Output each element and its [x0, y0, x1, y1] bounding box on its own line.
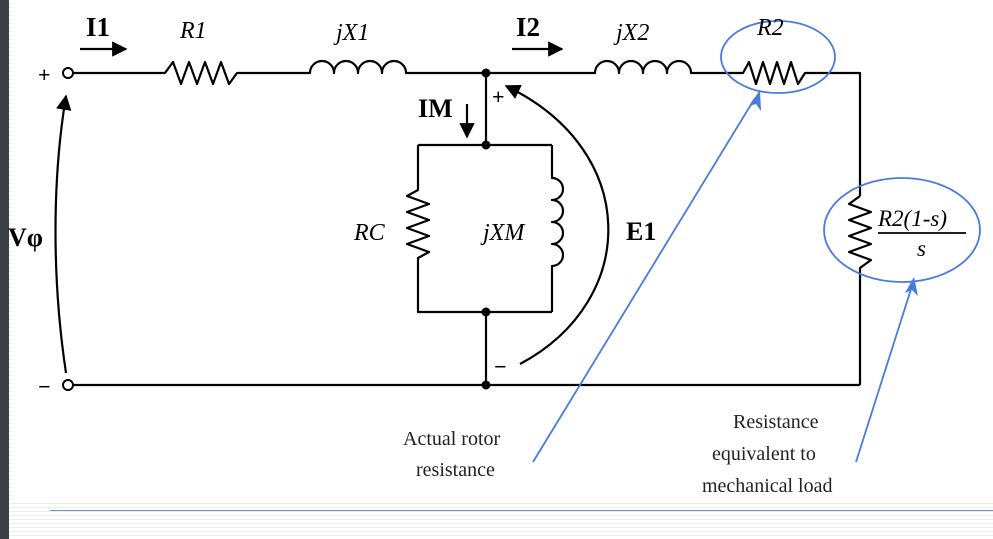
load-annotation-line-1: Resistance	[733, 411, 819, 433]
jxm-label: jXM	[480, 220, 526, 246]
plus-terminal-icon	[62, 67, 74, 79]
e1-arrow-icon	[504, 85, 610, 365]
e1-plus-label: +	[492, 84, 505, 109]
rotor-pointer-arrowhead	[749, 90, 761, 111]
rotor-pointer-line	[532, 97, 756, 463]
load-annotation-line-2: equivalent to	[712, 443, 816, 465]
top-wire	[72, 59, 862, 196]
i2-label: I2	[516, 12, 540, 42]
r1-label: R1	[179, 18, 207, 44]
minus-terminal-icon	[62, 379, 74, 391]
rc-label: RC	[353, 220, 386, 246]
e1-label: E1	[626, 217, 656, 246]
vphi-arrow-icon	[54, 94, 72, 374]
load-highlight-circle	[823, 177, 981, 283]
r2-highlight-circle	[720, 20, 836, 94]
rotor-annotation-line-2: resistance	[416, 459, 495, 481]
load-denominator-label: s	[917, 236, 926, 261]
plus-sign-label: +	[38, 62, 51, 87]
footer-rule	[50, 510, 993, 511]
minus-sign-label: −	[38, 374, 51, 399]
jx2-label: jX2	[613, 20, 649, 46]
r2-label: R2	[756, 15, 784, 41]
load-resistor-icon	[847, 195, 873, 385]
e1-minus-label: −	[494, 354, 507, 379]
jx1-label: jX1	[333, 20, 369, 46]
vphi-label: Vφ	[8, 223, 43, 252]
load-pointer-line	[855, 285, 913, 463]
load-pointer-arrowhead	[905, 277, 918, 296]
left-accent-bar	[0, 0, 9, 539]
im-label: IM	[418, 94, 453, 123]
rotor-annotation-line-1: Actual rotor	[403, 428, 501, 450]
i1-label: I1	[86, 12, 110, 42]
load-annotation-line-3: mechanical load	[702, 475, 833, 497]
load-numerator-label: R2(1-s)	[877, 206, 947, 231]
